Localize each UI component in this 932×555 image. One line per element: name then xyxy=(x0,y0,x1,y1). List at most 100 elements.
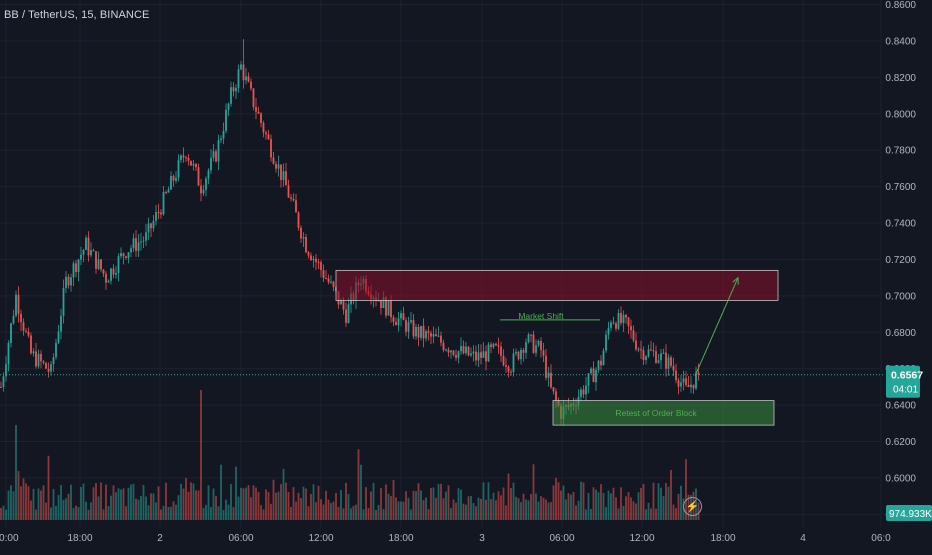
candle-body xyxy=(135,238,137,251)
projection-arrow[interactable] xyxy=(694,277,739,377)
volume-bar xyxy=(237,496,240,520)
volume-bar xyxy=(515,496,517,520)
volume-bar xyxy=(462,503,465,520)
candle-body xyxy=(60,315,62,332)
candle-body xyxy=(382,297,385,308)
candle-body xyxy=(662,352,665,354)
candle-body xyxy=(142,240,145,242)
volume-bar xyxy=(632,501,635,520)
candle-body xyxy=(537,341,540,346)
candle-body xyxy=(490,344,492,348)
volume-bar xyxy=(127,487,130,520)
volume-bar xyxy=(235,466,237,520)
volume-bar xyxy=(195,490,197,520)
candle-body xyxy=(190,160,192,166)
candle-body xyxy=(512,353,515,372)
volume-bar xyxy=(277,491,280,520)
candle-body xyxy=(287,185,290,198)
candle-body xyxy=(585,385,587,395)
volume-bar xyxy=(260,505,262,520)
candle-body xyxy=(227,103,230,110)
volume-bar xyxy=(135,498,137,520)
volume-bar xyxy=(395,497,397,520)
candle-body xyxy=(635,340,637,350)
candle-body xyxy=(400,313,402,319)
candle-body xyxy=(687,384,690,388)
time-axis[interactable]: 00:00 18:00 2 06:00 12:00 18:00 3 06:00 12:00 18:… xyxy=(0,533,891,544)
candle-body xyxy=(675,370,677,381)
volume-bar xyxy=(407,497,410,520)
candle-body xyxy=(12,315,15,324)
candle-body xyxy=(32,351,35,354)
candle-body xyxy=(330,281,332,283)
volume-bar xyxy=(347,494,350,520)
volume-bar xyxy=(680,485,682,520)
price-axis[interactable]: 0.58000.60000.62000.64000.66000.68000.70… xyxy=(885,0,916,521)
candle-body xyxy=(245,76,247,81)
volume-bar xyxy=(497,491,500,520)
volume-bar xyxy=(365,487,367,520)
volume-bar xyxy=(640,487,642,520)
candle-body xyxy=(205,178,207,190)
candle-body xyxy=(317,261,320,263)
candle-body xyxy=(532,334,535,353)
volume-bar xyxy=(477,497,480,520)
candle-body xyxy=(280,164,282,180)
volume-bar xyxy=(265,489,267,520)
candle-body xyxy=(407,322,410,332)
candle-body xyxy=(70,277,72,286)
candle-body xyxy=(57,331,60,343)
time-tick-label: 18:00 xyxy=(67,533,92,544)
time-tick-label: 18:00 xyxy=(388,533,413,544)
volume-bar xyxy=(157,486,160,520)
volume-bar xyxy=(167,506,170,520)
candle-body xyxy=(122,253,125,257)
supply-zone[interactable] xyxy=(335,269,779,301)
candle-body xyxy=(530,334,532,336)
candle-body xyxy=(632,330,635,341)
volume-bar xyxy=(357,449,360,520)
demand-zone[interactable] xyxy=(552,400,775,426)
candle-body xyxy=(467,346,470,356)
volume-bar xyxy=(352,505,355,520)
volume-bar xyxy=(592,487,595,520)
volume-bar xyxy=(165,482,167,520)
candle-body xyxy=(637,348,640,350)
candle-body xyxy=(525,342,527,353)
volume-bar xyxy=(567,493,570,520)
volume-bar xyxy=(197,490,200,520)
candle-body xyxy=(182,155,185,158)
volume-bar xyxy=(492,492,495,520)
candle-body xyxy=(117,256,120,273)
candles xyxy=(0,39,700,426)
volume-bar xyxy=(95,483,97,520)
candle-body xyxy=(552,387,555,392)
volume-bar xyxy=(572,491,575,520)
candle-body xyxy=(200,185,202,194)
candle-body xyxy=(115,272,117,275)
candle-body xyxy=(427,331,430,334)
candle-body xyxy=(540,341,542,351)
candle-body xyxy=(470,353,472,356)
countdown-value: 04:01 xyxy=(893,385,918,396)
candle-body xyxy=(410,320,412,323)
candle-body xyxy=(47,368,50,372)
volume-bar xyxy=(87,509,90,520)
candle-body xyxy=(55,342,57,358)
candle-body xyxy=(222,130,225,139)
volume-bar xyxy=(315,502,317,520)
lightning-bolt-icon[interactable]: ⚡ xyxy=(683,497,702,516)
volume-bar xyxy=(527,500,530,520)
volume-bar xyxy=(105,484,107,520)
candle-body xyxy=(315,258,317,262)
volume-bar xyxy=(537,501,540,520)
candle-body xyxy=(390,300,392,318)
candle-body xyxy=(22,322,25,331)
volume-bar xyxy=(355,504,357,520)
candle-body xyxy=(430,333,432,337)
volume-bar xyxy=(122,488,125,520)
volume-bar xyxy=(387,493,390,520)
volume-bar xyxy=(227,504,230,520)
